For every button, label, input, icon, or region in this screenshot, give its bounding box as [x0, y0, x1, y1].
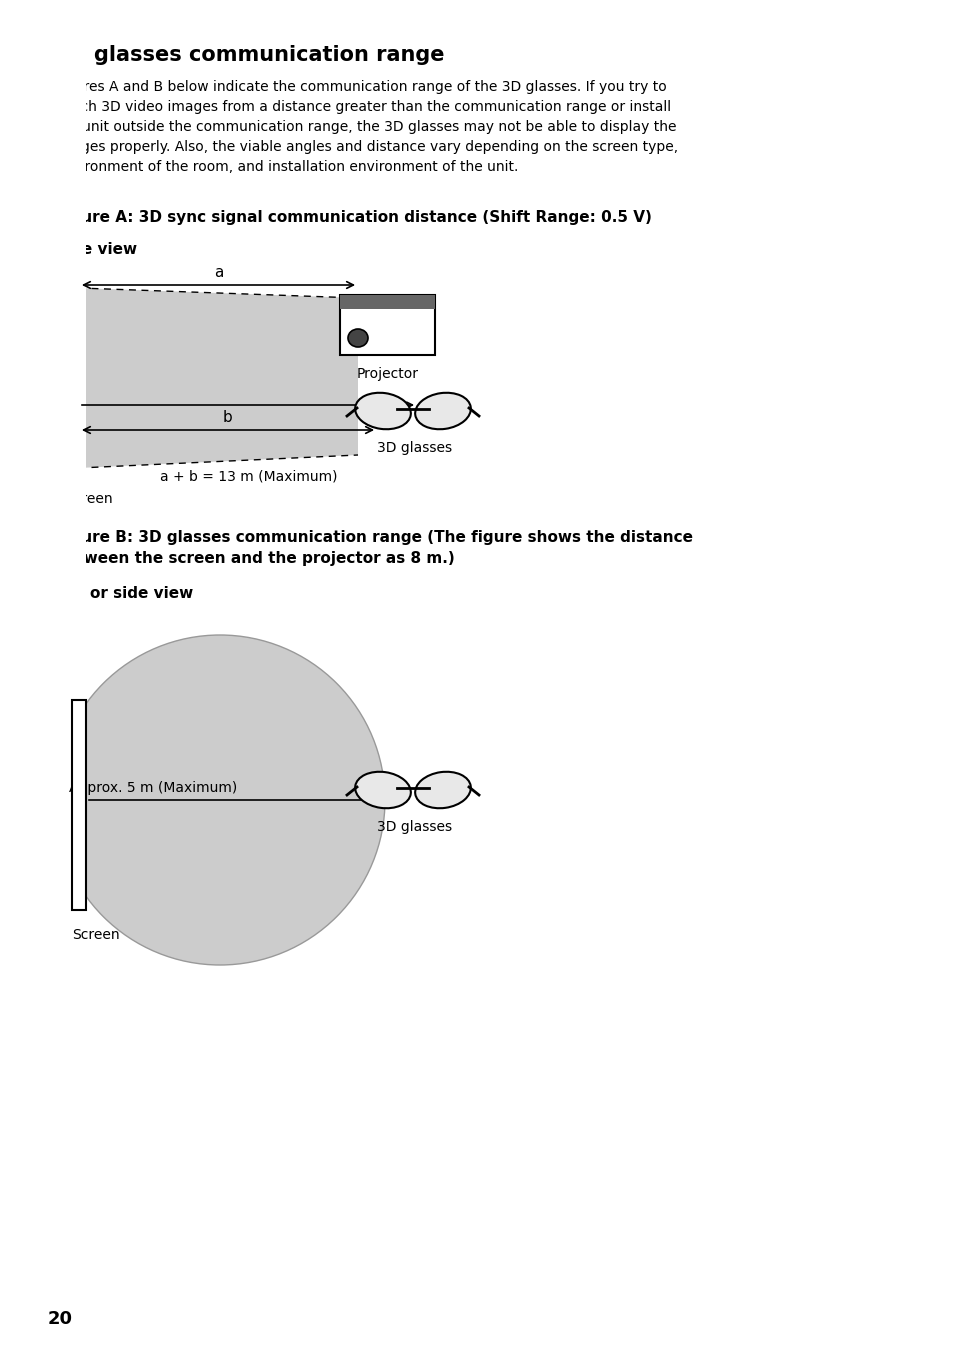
Text: Side view: Side view — [55, 242, 137, 257]
Text: 3D glasses communication range: 3D glasses communication range — [55, 45, 444, 65]
Ellipse shape — [355, 772, 411, 808]
Ellipse shape — [415, 772, 471, 808]
Text: a: a — [213, 265, 223, 280]
Text: Figures A and B below indicate the communication range of the 3D glasses. If you: Figures A and B below indicate the commu… — [55, 80, 678, 174]
Circle shape — [55, 635, 385, 965]
Bar — [339, 295, 435, 310]
Ellipse shape — [355, 392, 411, 429]
Polygon shape — [79, 288, 357, 468]
Text: a + b = 13 m (Maximum): a + b = 13 m (Maximum) — [160, 470, 337, 484]
Text: b: b — [223, 410, 233, 425]
Bar — [71, 700, 86, 910]
Text: Top or side view: Top or side view — [55, 585, 193, 602]
Text: Approx. 5 m (Maximum): Approx. 5 m (Maximum) — [69, 781, 237, 795]
Text: Screen: Screen — [65, 492, 112, 506]
Text: Screen: Screen — [71, 927, 119, 942]
Text: Projector: Projector — [356, 366, 418, 381]
Bar — [65, 279, 79, 479]
Bar — [0, 0, 86, 1352]
Text: Figure B: 3D glasses communication range (The figure shows the distance
between : Figure B: 3D glasses communication range… — [55, 530, 692, 566]
Text: 20: 20 — [48, 1310, 73, 1328]
Text: 3D glasses: 3D glasses — [377, 441, 452, 456]
Ellipse shape — [415, 392, 471, 429]
Text: Figure A: 3D sync signal communication distance (Shift Range: 0.5 V): Figure A: 3D sync signal communication d… — [55, 210, 651, 224]
Bar — [339, 295, 435, 356]
Text: 3D glasses: 3D glasses — [377, 821, 452, 834]
Ellipse shape — [348, 329, 368, 347]
